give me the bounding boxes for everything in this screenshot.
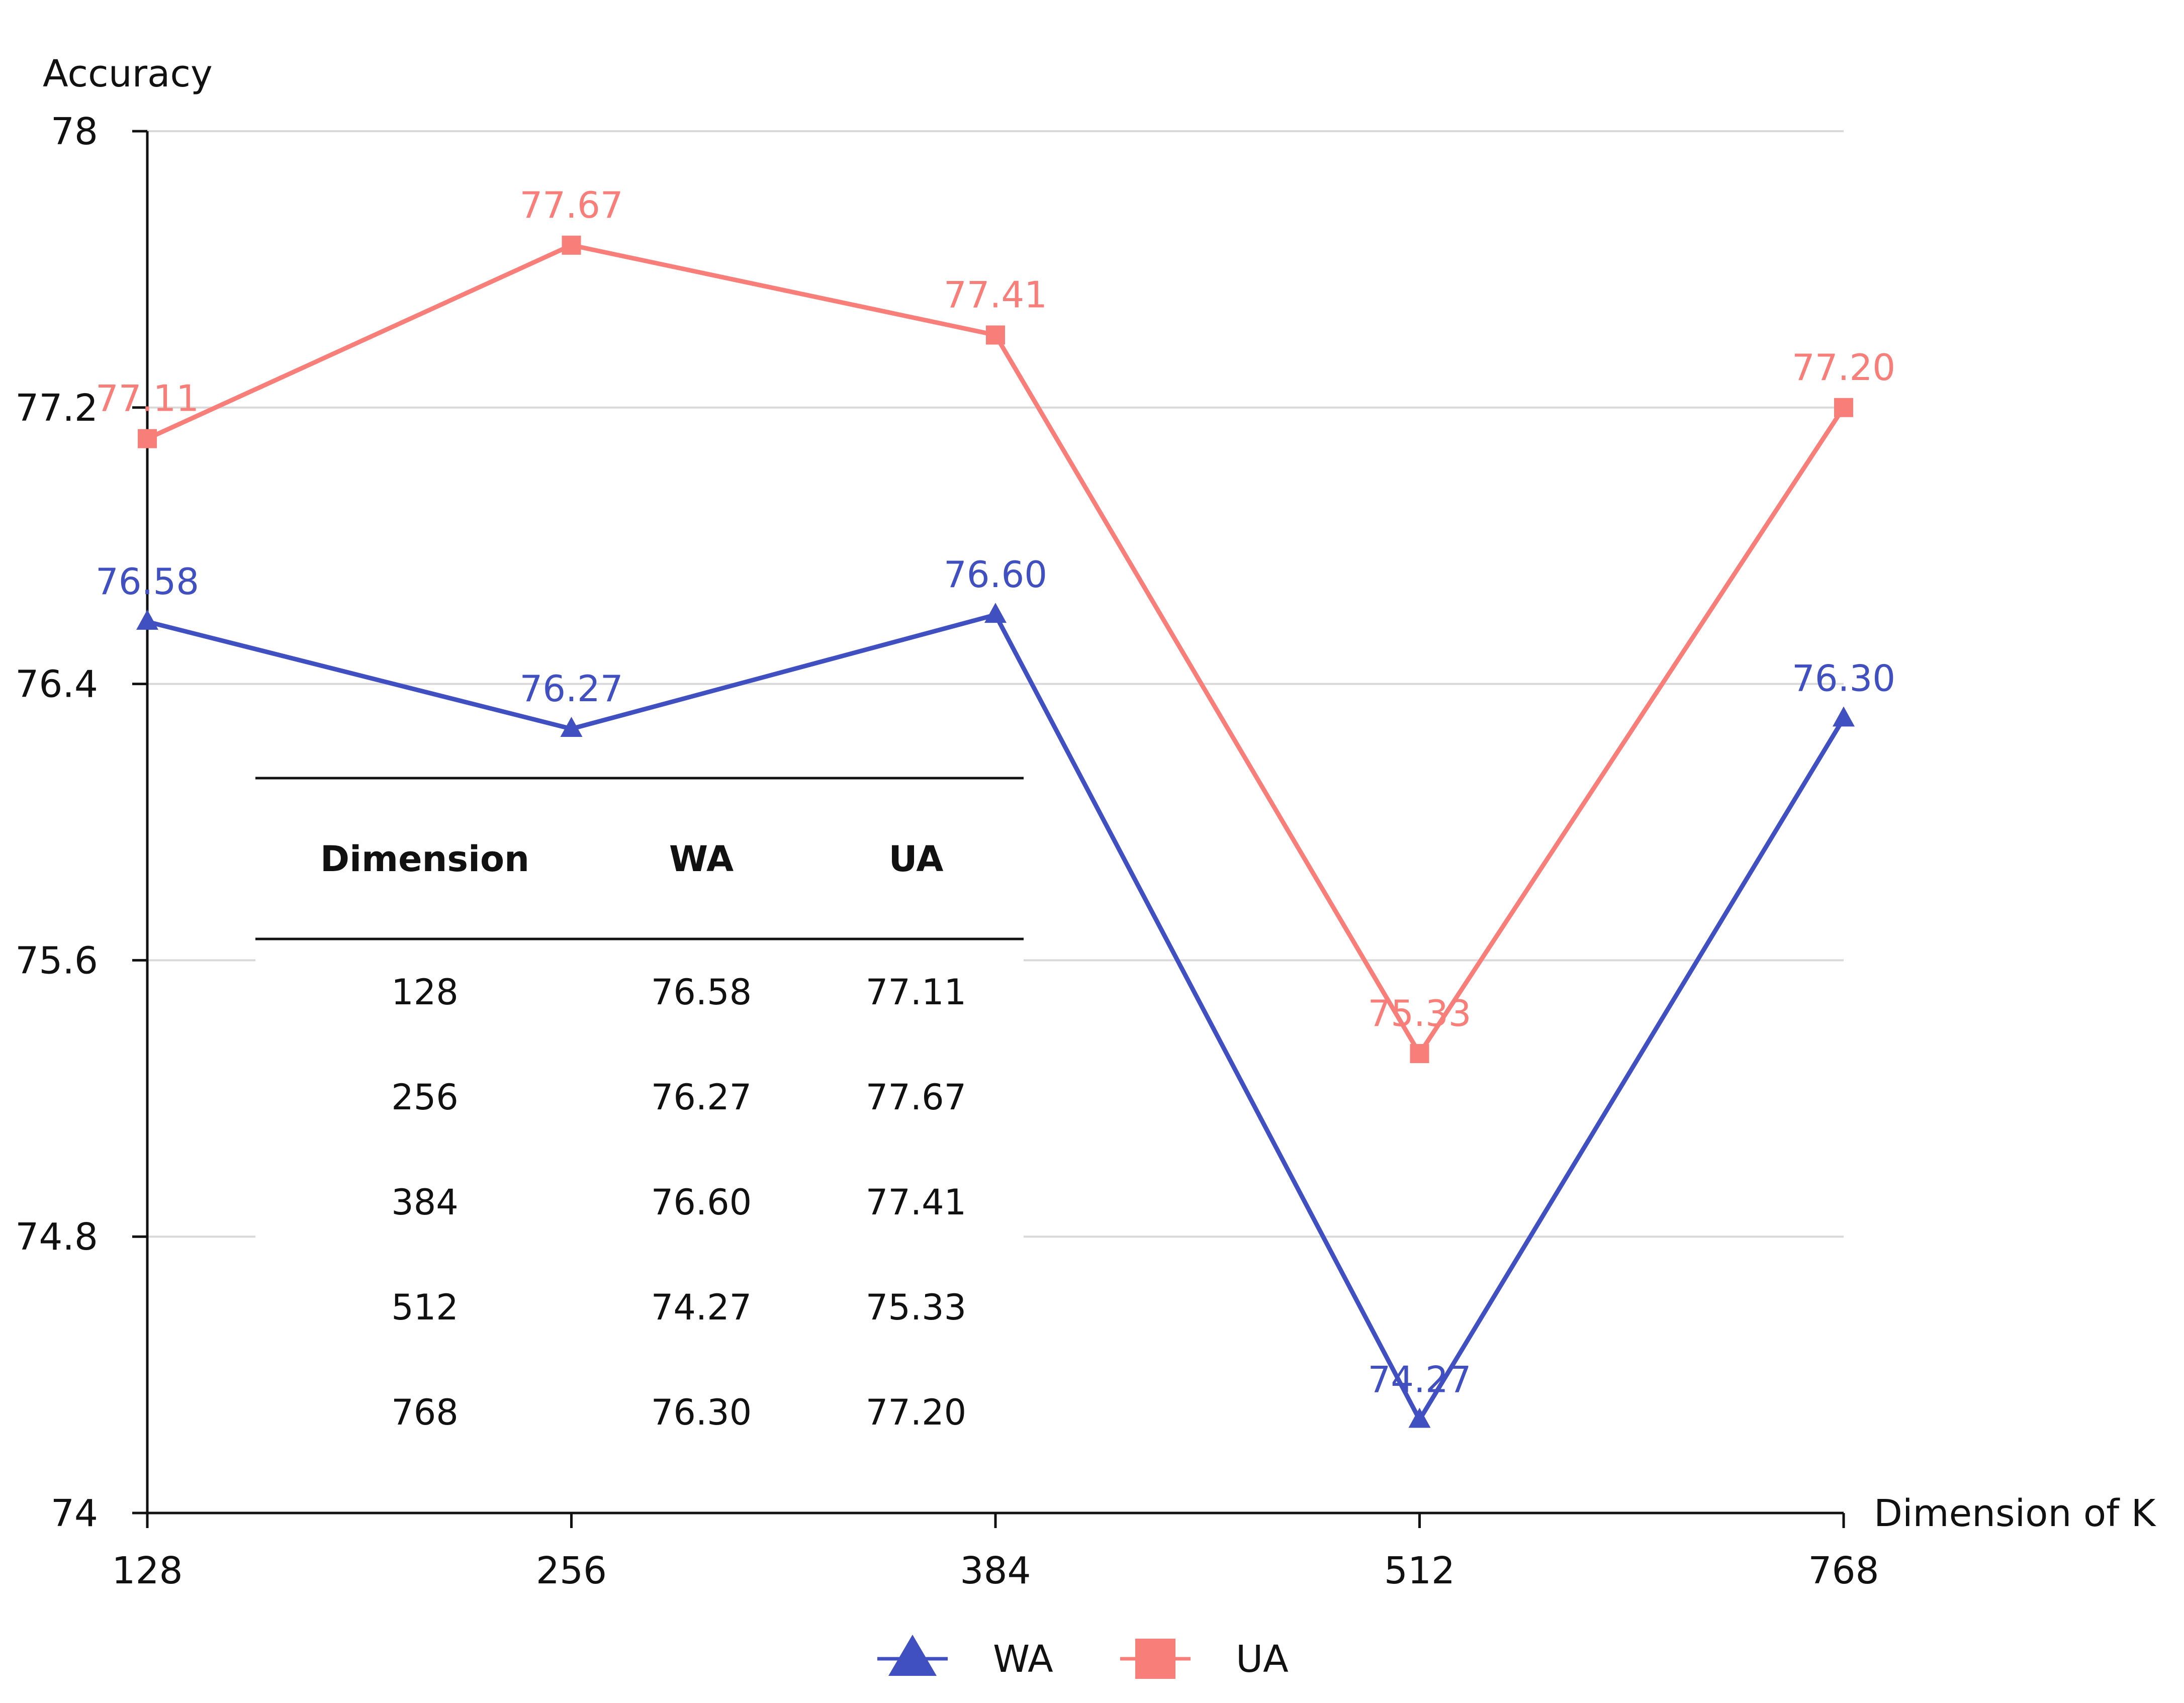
y-ticks: 74 74.8 75.6 76.4 77.2 78 [15, 110, 147, 1535]
data-label: 76.60 [944, 553, 1047, 596]
data-label: 76.58 [96, 560, 199, 603]
data-label: 77.67 [519, 184, 623, 226]
data-label: 77.41 [944, 273, 1047, 316]
x-tick-label: 768 [1808, 1549, 1879, 1592]
data-point-square [1410, 1044, 1429, 1063]
table-header-cell: Dimension [320, 838, 529, 880]
legend: WA UA [877, 1635, 1289, 1681]
table-cell: 512 [391, 1287, 459, 1328]
y-tick-label: 75.6 [15, 939, 98, 982]
table-cell: 384 [391, 1182, 459, 1223]
y-tick-label: 74 [51, 1492, 98, 1535]
data-label: 77.20 [1792, 346, 1895, 389]
data-point-triangle [1833, 706, 1855, 727]
data-label: 77.11 [96, 377, 199, 420]
table-cell: 76.27 [651, 1077, 752, 1118]
data-point-triangle [984, 603, 1007, 623]
x-tick-label: 512 [1384, 1549, 1455, 1592]
data-point-square [138, 429, 157, 448]
legend-label: WA [993, 1638, 1053, 1681]
data-table: Dimension WA UA 128 76.58 77.11 256 76.27 77.67 3… [255, 777, 1024, 1433]
legend-item-ua: UA [1120, 1638, 1289, 1681]
table-cell: 77.20 [866, 1392, 966, 1433]
table-cell: 76.30 [651, 1392, 752, 1433]
table-cell: 76.60 [651, 1182, 752, 1223]
table-cell: 77.41 [866, 1182, 966, 1223]
table-cell: 256 [391, 1077, 459, 1118]
x-axis-title: Dimension of K [1874, 1492, 2157, 1535]
table-cells: Dimension WA UA 128 76.58 77.11 256 76.27 77.67 3… [320, 838, 966, 1433]
y-tick-label: 76.4 [15, 663, 98, 706]
series-group: 76.58 76.27 76.60 74.27 76.30 77.11 77.67 77.41… [96, 184, 1895, 1428]
data-point-square [562, 235, 581, 255]
x-ticks: 128 256 384 512 768 [112, 1513, 1879, 1592]
data-label: 76.30 [1792, 657, 1895, 699]
table-header-cell: WA [669, 838, 734, 880]
x-tick-label: 384 [960, 1549, 1031, 1592]
table-cell: 76.58 [651, 972, 752, 1013]
legend-triangle-icon [888, 1635, 937, 1676]
x-tick-label: 256 [536, 1549, 607, 1592]
data-label: 75.33 [1368, 992, 1471, 1034]
table-cell: 77.67 [866, 1077, 966, 1118]
y-axis-title: Accuracy [43, 52, 213, 96]
data-label: 76.27 [519, 668, 623, 710]
legend-square-icon [1135, 1639, 1175, 1679]
data-point-triangle [1408, 1407, 1431, 1428]
y-tick-label: 77.2 [15, 387, 98, 430]
data-point-square [1834, 398, 1853, 417]
table-cell: 74.27 [651, 1287, 752, 1328]
data-point-triangle [136, 609, 158, 630]
y-tick-label: 78 [51, 110, 98, 153]
table-cell: 128 [391, 972, 459, 1013]
table-cell: 75.33 [866, 1287, 966, 1328]
legend-item-wa: WA [877, 1635, 1053, 1681]
table-background [255, 778, 1024, 1239]
table-cell: 768 [391, 1392, 459, 1433]
series-wa: 76.58 76.27 76.60 74.27 76.30 [96, 553, 1895, 1428]
x-tick-label: 128 [112, 1549, 183, 1592]
data-point-square [986, 325, 1005, 345]
series-ua: 77.11 77.67 77.41 75.33 77.20 [96, 184, 1895, 1063]
data-label: 74.27 [1368, 1358, 1471, 1400]
y-tick-label: 74.8 [15, 1215, 98, 1259]
table-header-cell: UA [889, 838, 944, 880]
table-cell: 77.11 [866, 972, 966, 1013]
legend-label: UA [1236, 1638, 1289, 1681]
data-point-triangle [560, 716, 583, 737]
